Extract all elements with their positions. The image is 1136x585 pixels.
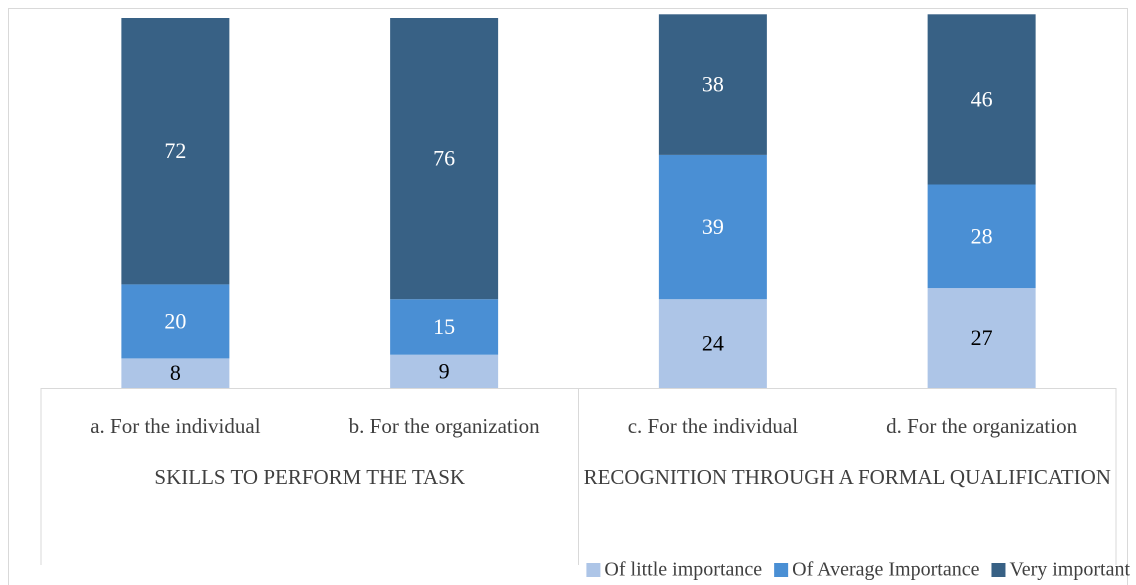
bar-segment [390,354,499,388]
bar-segment [927,14,1036,185]
bar-segment [121,284,230,359]
bar-segment [658,299,767,388]
data-label: 76 [433,146,455,171]
data-label: 28 [971,223,993,248]
group-label: SKILLS TO PERFORM THE TASK [154,465,466,489]
bar-segment [658,14,767,155]
group-label: RECOGNITION THROUGH A FORMAL QUALIFICATI… [583,465,1111,489]
legend-label: Of little importance [604,559,762,581]
data-label: 20 [164,308,186,333]
x-tick-label: b. For the organization [349,414,540,438]
bar-segment [390,299,499,355]
legend-swatch [586,563,601,577]
x-tick-label: d. For the organization [886,414,1077,438]
chart-border [8,8,1128,585]
data-label: 39 [702,214,724,239]
bar-segment [390,18,499,300]
bar-segment [927,184,1036,289]
legend-swatch [991,563,1006,577]
legend-label: Very important [1009,559,1130,581]
data-label: 15 [433,314,455,339]
data-label: 72 [164,138,186,163]
x-tick-label: a. For the individual [90,414,260,438]
bar-segment [121,18,230,285]
data-label: 8 [170,360,181,385]
data-label: 46 [971,86,993,111]
group-label-box: SKILLS TO PERFORM THE TASK [154,465,466,489]
group-label-box: RECOGNITION THROUGH A FORMAL QUALIFICATI… [583,465,1111,489]
data-label: 9 [439,358,450,383]
legend-label: Of Average Importance [792,559,979,581]
legend-swatch [774,563,789,577]
bar-segment [658,154,767,300]
bar-segment [927,288,1036,388]
data-label: 24 [702,331,724,356]
bar-segment [121,358,230,388]
data-label: 38 [702,72,724,97]
data-label: 27 [971,325,993,350]
x-tick-label: c. For the individual [628,414,798,438]
